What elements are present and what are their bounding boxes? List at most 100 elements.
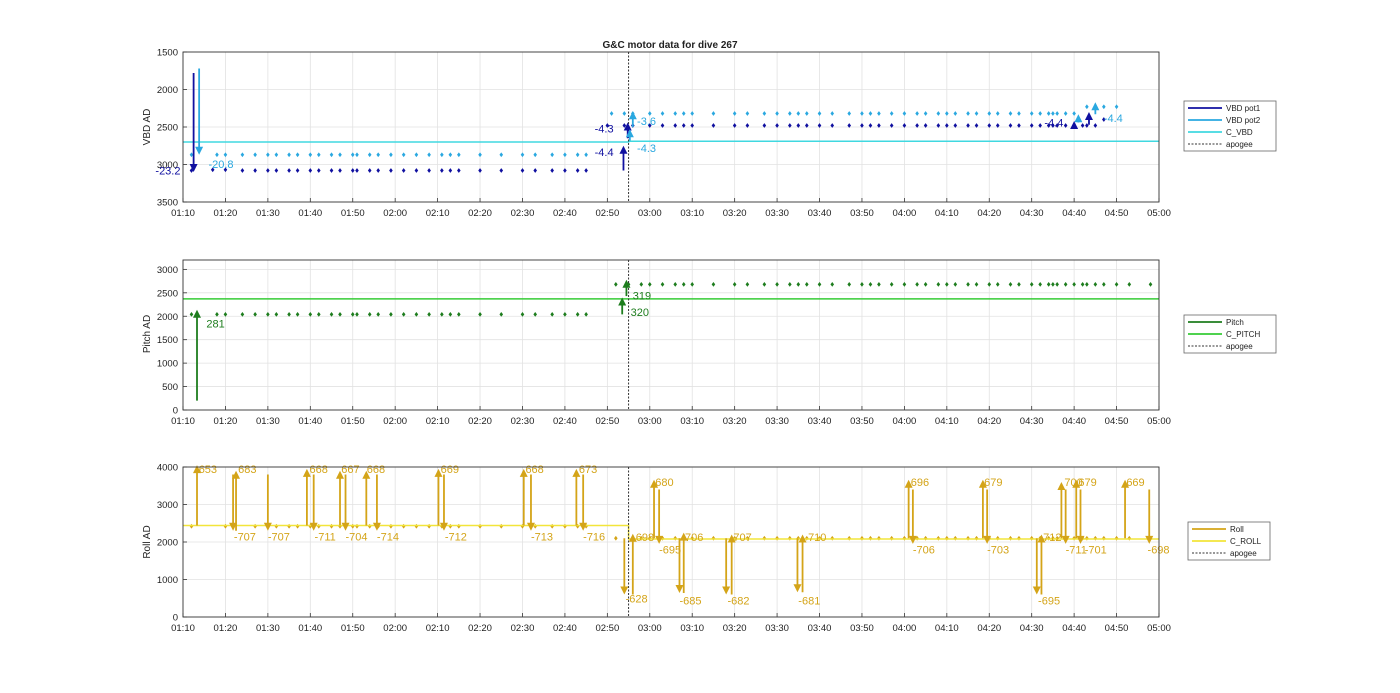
pitch-arrow-label: 281 bbox=[206, 318, 224, 330]
pitch-data-point bbox=[889, 281, 894, 287]
pitch-data-point bbox=[690, 281, 695, 287]
vbd-data-point bbox=[995, 111, 1000, 116]
pitch-x-tick-label: 04:20 bbox=[977, 416, 1001, 427]
pitch-data-point bbox=[266, 311, 270, 317]
vbd-arrow-label: -4.4 bbox=[1044, 118, 1063, 130]
legend-entry-vbd-pot2: VBD pot2 bbox=[1226, 116, 1261, 125]
pitch-data-point bbox=[1029, 281, 1034, 287]
vbd-data-point bbox=[860, 111, 864, 116]
vbd-data-point bbox=[945, 111, 949, 116]
roll-arrow-head bbox=[372, 522, 381, 531]
vbd-data-point bbox=[804, 111, 809, 116]
pitch-y-tick-label: 500 bbox=[162, 382, 178, 393]
vbd-arrow-head bbox=[189, 164, 198, 172]
vbd-y-axis-label: VBD AD bbox=[142, 109, 153, 146]
pitch-data-point bbox=[830, 281, 835, 287]
pitch-x-tick-label: 02:40 bbox=[553, 416, 577, 427]
roll-arrow-label: 706 bbox=[685, 532, 703, 544]
vbd-data-point bbox=[448, 152, 453, 158]
legend-entry-vbd-pot1: VBD pot1 bbox=[1226, 104, 1261, 113]
pitch-x-tick-label: 04:50 bbox=[1105, 416, 1129, 427]
pitch-legend: Pitch C_PITCH apogee bbox=[1183, 314, 1277, 354]
vbd-data-point bbox=[1080, 123, 1085, 128]
pitch-y-tick-label: 3000 bbox=[157, 265, 178, 276]
vbd-data-point bbox=[584, 152, 588, 158]
roll-x-tick-label: 04:50 bbox=[1105, 623, 1129, 634]
vbd-data-point bbox=[1038, 111, 1042, 116]
vbd-data-point bbox=[308, 168, 313, 173]
roll-arrow-label: -704 bbox=[346, 531, 368, 543]
roll-arrow-head bbox=[727, 534, 736, 543]
pitch-x-tick-label: 04:00 bbox=[893, 416, 917, 427]
vbd-data-point bbox=[690, 123, 695, 128]
vbd-data-point bbox=[329, 152, 334, 158]
pitch-data-point bbox=[520, 311, 525, 317]
vbd-data-point bbox=[966, 111, 970, 116]
pitch-data-point bbox=[1008, 281, 1013, 287]
roll-arrow-label: 679 bbox=[984, 477, 1002, 489]
vbd-data-point bbox=[520, 168, 525, 173]
vbd-data-point bbox=[889, 111, 894, 116]
roll-arrow-label: -685 bbox=[679, 596, 701, 608]
pitch-data-point bbox=[639, 281, 644, 287]
pitch-data-point bbox=[614, 281, 618, 287]
vbd-data-point bbox=[817, 111, 822, 116]
vbd-data-point bbox=[847, 123, 852, 128]
pitch-data-point bbox=[711, 281, 716, 287]
vbd-x-tick-label: 02:50 bbox=[595, 208, 619, 219]
pitch-x-tick-label: 04:10 bbox=[935, 416, 959, 427]
legend-entry-roll: Roll bbox=[1230, 525, 1244, 534]
roll-y-tick-label: 0 bbox=[173, 613, 178, 624]
vbd-data-point bbox=[681, 111, 686, 116]
vbd-data-point bbox=[775, 123, 779, 128]
roll-legend: Roll C_ROLL apogee bbox=[1187, 521, 1271, 561]
pitch-x-tick-label: 01:50 bbox=[341, 416, 365, 427]
roll-arrow-head bbox=[193, 465, 202, 474]
roll-arrow-head bbox=[675, 585, 684, 593]
vbd-data-point bbox=[732, 123, 737, 128]
vbd-data-point bbox=[987, 123, 992, 128]
vbd-arrow-label: -4.3 bbox=[637, 143, 656, 155]
pitch-data-point bbox=[338, 311, 342, 317]
pitch-x-tick-label: 02:10 bbox=[426, 416, 450, 427]
roll-arrow-head bbox=[679, 532, 688, 541]
vbd-data-point bbox=[1063, 123, 1068, 128]
pitch-data-point bbox=[1055, 281, 1059, 287]
roll-arrow-label: 668 bbox=[309, 464, 327, 476]
pitch-x-tick-label: 03:50 bbox=[850, 416, 874, 427]
roll-arrow-head bbox=[232, 470, 241, 479]
vbd-data-point bbox=[478, 152, 482, 158]
vbd-x-tick-label: 03:30 bbox=[765, 208, 789, 219]
pitch-y-tick-label: 2000 bbox=[157, 312, 178, 323]
vbd-arrow-label: -4.4 bbox=[595, 147, 614, 159]
vbd-data-point bbox=[376, 152, 380, 158]
pitch-data-point bbox=[350, 311, 355, 317]
pitch-data-point bbox=[448, 311, 453, 317]
vbd-x-tick-label: 02:40 bbox=[553, 208, 577, 219]
roll-arrow-label: 679 bbox=[1078, 477, 1096, 489]
pitch-x-tick-label: 03:40 bbox=[808, 416, 832, 427]
roll-arrow-label: 712 bbox=[1043, 532, 1061, 544]
pitch-data-point bbox=[1148, 281, 1153, 287]
vbd-data-point bbox=[860, 123, 864, 128]
vbd-data-point bbox=[266, 168, 270, 173]
roll-arrow-head bbox=[439, 522, 448, 531]
roll-x-tick-label: 02:30 bbox=[511, 623, 535, 634]
vbd-data-point bbox=[240, 152, 245, 158]
vbd-data-point bbox=[287, 152, 291, 158]
vbd-data-point bbox=[401, 152, 406, 158]
vbd-data-point bbox=[338, 152, 342, 158]
vbd-data-point bbox=[830, 111, 835, 116]
pitch-data-point bbox=[775, 281, 779, 287]
pitch-data-point bbox=[1063, 281, 1068, 287]
pitch-y-tick-label: 0 bbox=[173, 406, 178, 417]
pitch-x-tick-label: 04:40 bbox=[1062, 416, 1086, 427]
vbd-data-point bbox=[605, 123, 610, 128]
vbd-data-point bbox=[1046, 123, 1051, 128]
roll-arrow-label: 683 bbox=[238, 464, 256, 476]
roll-x-tick-label: 04:30 bbox=[1020, 623, 1044, 634]
roll-arrow-head bbox=[434, 468, 443, 477]
pitch-data-point bbox=[974, 281, 979, 287]
vbd-data-point bbox=[287, 168, 291, 173]
vbd-x-tick-label: 01:20 bbox=[214, 208, 238, 219]
